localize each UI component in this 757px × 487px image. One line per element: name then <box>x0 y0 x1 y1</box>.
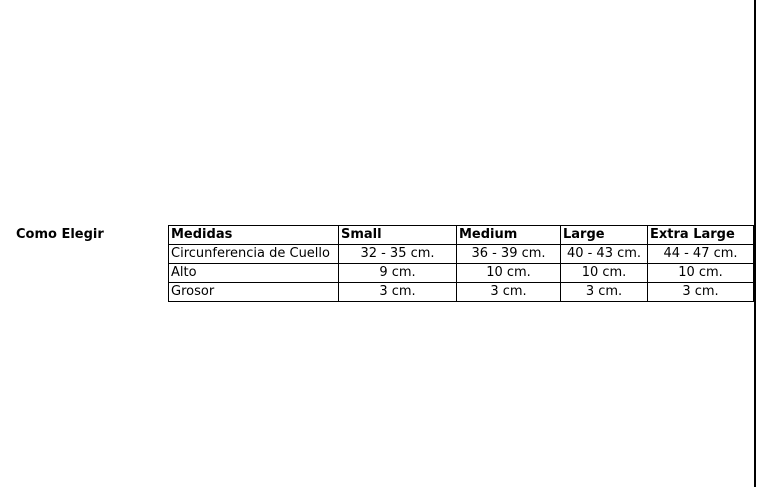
header-cell: Medidas <box>168 225 339 245</box>
header-cell: Small <box>338 225 457 245</box>
table-cell: 10 cm. <box>560 263 648 283</box>
table-cell: 9 cm. <box>338 263 457 283</box>
table-row: Circunferencia de Cuello 32 - 35 cm. 36 … <box>168 244 754 264</box>
table-cell: 3 cm. <box>456 282 561 302</box>
table-cell: 44 - 47 cm. <box>647 244 754 264</box>
row-label: Alto <box>168 263 339 283</box>
header-cell: Medium <box>456 225 561 245</box>
row-label: Circunferencia de Cuello <box>168 244 339 264</box>
header-cell: Extra Large <box>647 225 754 245</box>
page-edge-divider <box>754 0 756 487</box>
table-header-row: Medidas Small Medium Large Extra Large <box>168 225 754 245</box>
table-cell: 3 cm. <box>338 282 457 302</box>
table-row: Alto 9 cm. 10 cm. 10 cm. 10 cm. <box>168 263 754 283</box>
table-row: Grosor 3 cm. 3 cm. 3 cm. 3 cm. <box>168 282 754 302</box>
table-cell: 3 cm. <box>560 282 648 302</box>
table-cell: 36 - 39 cm. <box>456 244 561 264</box>
table-cell: 40 - 43 cm. <box>560 244 648 264</box>
table-cell: 10 cm. <box>647 263 754 283</box>
table-cell: 3 cm. <box>647 282 754 302</box>
size-table: Medidas Small Medium Large Extra Large C… <box>168 225 754 302</box>
table-cell: 10 cm. <box>456 263 561 283</box>
table-cell: 32 - 35 cm. <box>338 244 457 264</box>
section-label: Como Elegir <box>16 227 104 242</box>
row-label: Grosor <box>168 282 339 302</box>
header-cell: Large <box>560 225 648 245</box>
